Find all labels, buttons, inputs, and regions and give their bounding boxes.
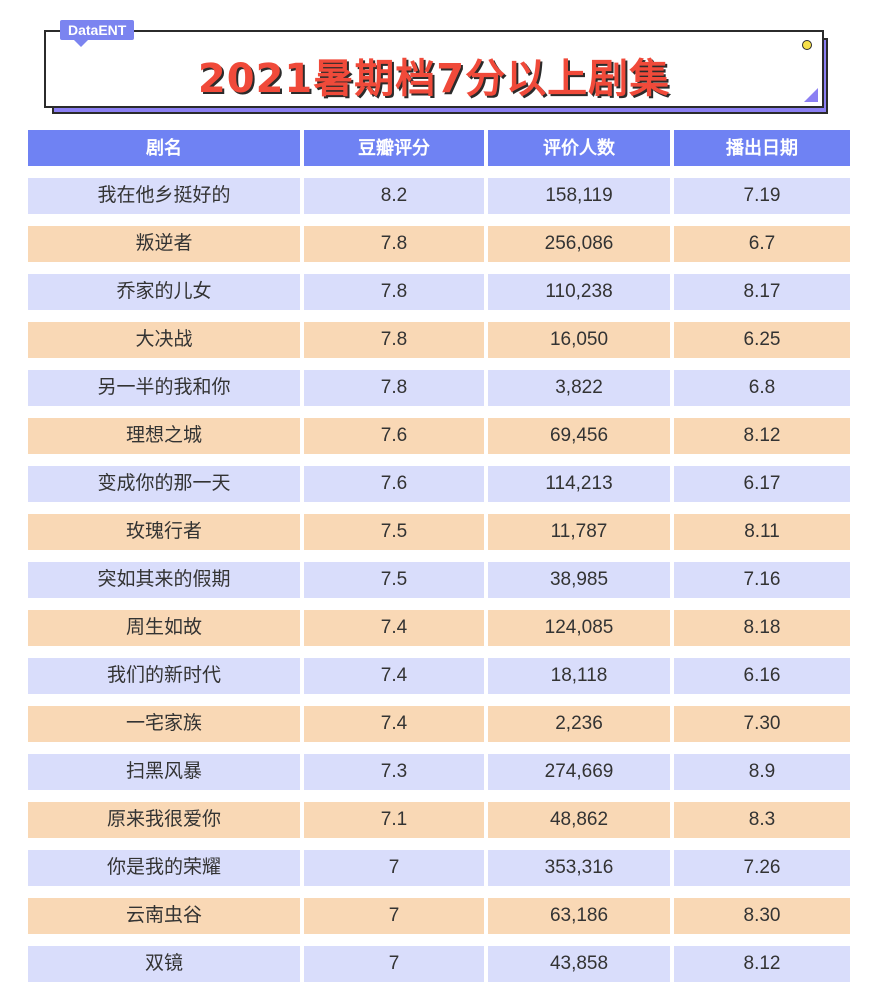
cell-title: 我在他乡挺好的 — [28, 178, 300, 214]
cell-count: 256,086 — [488, 226, 670, 262]
column-header-date: 播出日期 — [674, 130, 850, 166]
column-header-score: 豆瓣评分 — [304, 130, 484, 166]
cell-title: 原来我很爱你 — [28, 802, 300, 838]
cell-score: 7.8 — [304, 274, 484, 310]
table-row: 变成你的那一天 7.6 114,213 6.17 — [28, 466, 852, 502]
page-title: 2021暑期档7分以上剧集 — [197, 56, 671, 102]
cell-title: 乔家的儿女 — [28, 274, 300, 310]
table-row: 我们的新时代 7.4 18,118 6.16 — [28, 658, 852, 694]
cell-date: 8.3 — [674, 802, 850, 838]
table-row: 扫黑风暴 7.3 274,669 8.9 — [28, 754, 852, 790]
cell-count: 18,118 — [488, 658, 670, 694]
brand-tag: DataENT — [60, 20, 135, 47]
cell-score: 7 — [304, 898, 484, 934]
table-row: 双镜 7 43,858 8.12 — [28, 946, 852, 982]
cell-date: 6.7 — [674, 226, 850, 262]
table-row: 叛逆者 7.8 256,086 6.7 — [28, 226, 852, 262]
table-row: 云南虫谷 7 63,186 8.30 — [28, 898, 852, 934]
cell-count: 114,213 — [488, 466, 670, 502]
table-row: 我在他乡挺好的 8.2 158,119 7.19 — [28, 178, 852, 214]
table-row: 一宅家族 7.4 2,236 7.30 — [28, 706, 852, 742]
cell-date: 6.17 — [674, 466, 850, 502]
cell-count: 2,236 — [488, 706, 670, 742]
cell-count: 48,862 — [488, 802, 670, 838]
cell-date: 7.16 — [674, 562, 850, 598]
corner-fold-icon — [804, 88, 818, 102]
banner-card: DataENT 2021暑期档7分以上剧集 — [44, 20, 824, 108]
table-row: 玫瑰行者 7.5 11,787 8.11 — [28, 514, 852, 550]
cell-title: 云南虫谷 — [28, 898, 300, 934]
cell-count: 274,669 — [488, 754, 670, 790]
cell-date: 7.26 — [674, 850, 850, 886]
cell-score: 7 — [304, 850, 484, 886]
cell-count: 353,316 — [488, 850, 670, 886]
cell-score: 7.4 — [304, 706, 484, 742]
cell-count: 124,085 — [488, 610, 670, 646]
cell-score: 7.6 — [304, 466, 484, 502]
table-row: 你是我的荣耀 7 353,316 7.26 — [28, 850, 852, 886]
cell-date: 8.17 — [674, 274, 850, 310]
cell-count: 3,822 — [488, 370, 670, 406]
cell-title: 周生如故 — [28, 610, 300, 646]
cell-title: 双镜 — [28, 946, 300, 982]
cell-date: 6.16 — [674, 658, 850, 694]
cell-date: 8.12 — [674, 946, 850, 982]
table-row: 突如其来的假期 7.5 38,985 7.16 — [28, 562, 852, 598]
cell-count: 43,858 — [488, 946, 670, 982]
cell-date: 8.30 — [674, 898, 850, 934]
cell-date: 7.30 — [674, 706, 850, 742]
cell-score: 7.8 — [304, 322, 484, 358]
cell-score: 7.5 — [304, 514, 484, 550]
cell-score: 8.2 — [304, 178, 484, 214]
cell-count: 110,238 — [488, 274, 670, 310]
cell-score: 7.1 — [304, 802, 484, 838]
column-header-title: 剧名 — [28, 130, 300, 166]
table-header-row: 剧名 豆瓣评分 评价人数 播出日期 — [28, 130, 852, 166]
cell-title: 我们的新时代 — [28, 658, 300, 694]
cell-title: 玫瑰行者 — [28, 514, 300, 550]
cell-title: 你是我的荣耀 — [28, 850, 300, 886]
table-body: 我在他乡挺好的 8.2 158,119 7.19 叛逆者 7.8 256,086 6.7 乔家的… — [28, 178, 852, 982]
cell-count: 63,186 — [488, 898, 670, 934]
ratings-table: 剧名 豆瓣评分 评价人数 播出日期 我在他乡挺好的 8.2 158,119 7.19 叛… — [28, 130, 852, 994]
cell-title: 理想之城 — [28, 418, 300, 454]
table-row: 理想之城 7.6 69,456 8.12 — [28, 418, 852, 454]
cell-score: 7 — [304, 946, 484, 982]
table-row: 周生如故 7.4 124,085 8.18 — [28, 610, 852, 646]
column-header-count: 评价人数 — [488, 130, 670, 166]
cell-date: 6.8 — [674, 370, 850, 406]
cell-date: 8.9 — [674, 754, 850, 790]
cell-score: 7.6 — [304, 418, 484, 454]
cell-title: 一宅家族 — [28, 706, 300, 742]
table-row: 大决战 7.8 16,050 6.25 — [28, 322, 852, 358]
cell-date: 8.12 — [674, 418, 850, 454]
cell-score: 7.4 — [304, 658, 484, 694]
dot-icon — [802, 40, 812, 50]
cell-count: 69,456 — [488, 418, 670, 454]
title-banner: DataENT 2021暑期档7分以上剧集 — [44, 20, 832, 114]
cell-count: 16,050 — [488, 322, 670, 358]
cell-count: 11,787 — [488, 514, 670, 550]
cell-title: 突如其来的假期 — [28, 562, 300, 598]
cell-score: 7.5 — [304, 562, 484, 598]
cell-score: 7.8 — [304, 226, 484, 262]
cell-title: 变成你的那一天 — [28, 466, 300, 502]
cell-title: 另一半的我和你 — [28, 370, 300, 406]
table-row: 乔家的儿女 7.8 110,238 8.17 — [28, 274, 852, 310]
table-row: 原来我很爱你 7.1 48,862 8.3 — [28, 802, 852, 838]
cell-score: 7.3 — [304, 754, 484, 790]
cell-score: 7.8 — [304, 370, 484, 406]
cell-date: 8.18 — [674, 610, 850, 646]
cell-count: 158,119 — [488, 178, 670, 214]
cell-title: 扫黑风暴 — [28, 754, 300, 790]
cell-title: 叛逆者 — [28, 226, 300, 262]
cell-count: 38,985 — [488, 562, 670, 598]
table-row: 另一半的我和你 7.8 3,822 6.8 — [28, 370, 852, 406]
cell-title: 大决战 — [28, 322, 300, 358]
cell-date: 6.25 — [674, 322, 850, 358]
cell-score: 7.4 — [304, 610, 484, 646]
cell-date: 7.19 — [674, 178, 850, 214]
cell-date: 8.11 — [674, 514, 850, 550]
